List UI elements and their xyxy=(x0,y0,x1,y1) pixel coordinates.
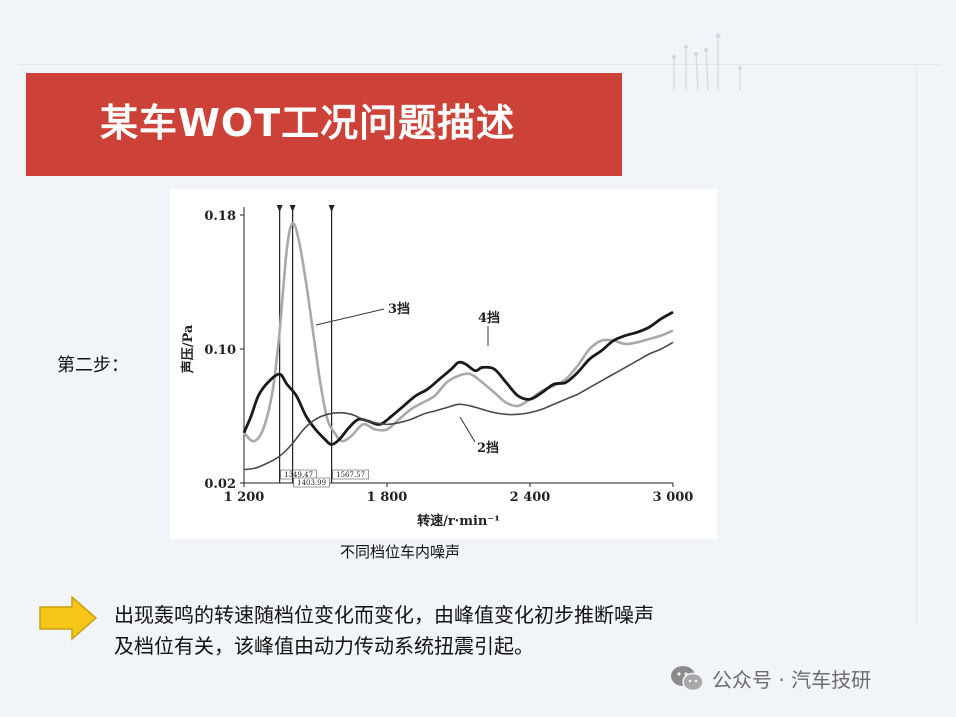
x-tick-label: 1 200 xyxy=(224,490,265,505)
marker-label-box xyxy=(332,469,369,480)
x-axis-label: 转速/r·min⁻¹ xyxy=(417,513,500,529)
x-tick-label: 3 000 xyxy=(653,490,694,505)
frame-line-vertical xyxy=(916,64,917,624)
y-axis-label: 声压/Pa xyxy=(180,324,196,374)
description-line-1: 出现轰鸣的转速随档位变化而变化，由峰值变化初步推断噪声 xyxy=(114,603,654,627)
marker-arrow-icon xyxy=(276,205,283,212)
x-tick-label: 1 800 xyxy=(367,490,408,505)
series-line xyxy=(243,221,674,443)
y-tick-label: 0.18 xyxy=(204,209,236,224)
watermark-text: 公众号 · 汽车技研 xyxy=(712,668,872,692)
slide-title: 某车WOT工况问题描述 xyxy=(100,101,516,145)
y-tick-label: 0.10 xyxy=(204,343,236,358)
marker-label: 1403.99 xyxy=(297,479,326,487)
series-label-leader xyxy=(315,308,385,326)
line-chart: 1 200 1 800 2 400 3 000 0.18 0.10 0.02 转速/r·min… xyxy=(180,205,694,529)
series-label: 4挡 xyxy=(478,310,500,326)
y-tick-label: 0.02 xyxy=(204,477,236,492)
step-label: 第二步： xyxy=(57,355,129,376)
title-bar xyxy=(26,73,622,176)
marker-arrow-icon xyxy=(289,205,296,212)
series-label-leader xyxy=(459,416,476,443)
marker-label-box xyxy=(293,477,330,488)
description-line-2: 及档位有关，该峰值由动力传动系统扭震引起。 xyxy=(114,634,534,658)
marker-label: 1349.47 xyxy=(284,471,313,479)
marker-label: 1567.57 xyxy=(336,471,365,479)
arrow-right-icon xyxy=(39,595,98,641)
description: 出现轰鸣的转速随档位变化而变化，由峰值变化初步推断噪声 及档位有关，该峰值由动力… xyxy=(114,600,854,662)
wechat-icon xyxy=(671,665,704,691)
frame-line-horizontal xyxy=(18,64,940,65)
series-line xyxy=(242,310,674,446)
watermark: 公众号 · 汽车技研 xyxy=(670,664,871,693)
series-label: 3挡 xyxy=(388,301,410,317)
marker-arrow-icon xyxy=(328,205,335,212)
x-tick-label: 2 400 xyxy=(510,490,551,505)
series-label: 2挡 xyxy=(477,440,499,456)
chart-container: 1 200 1 800 2 400 3 000 0.18 0.10 0.02 转速/r·min… xyxy=(170,189,717,539)
chart-caption: 不同档位车内噪声 xyxy=(340,543,461,561)
decorative-lines-icon xyxy=(672,33,742,91)
series-line xyxy=(243,341,674,471)
